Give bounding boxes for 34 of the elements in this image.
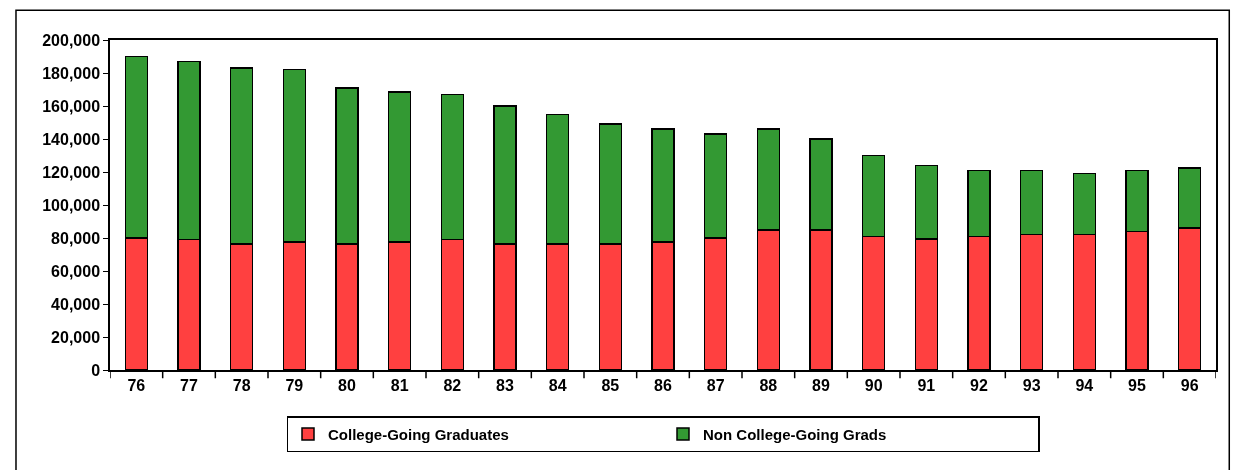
y-tick-label: 40,000 — [51, 295, 101, 313]
x-tick-label: 86 — [654, 376, 672, 394]
x-tick-label: 91 — [917, 376, 936, 394]
y-tick-label: 120,000 — [42, 163, 101, 181]
y-tick-label: 160,000 — [42, 97, 101, 115]
x-tick-label: 88 — [759, 376, 778, 394]
x-tick-label: 96 — [1180, 376, 1199, 394]
y-tick-label: 0 — [91, 361, 101, 379]
x-tick-label: 80 — [338, 376, 356, 394]
x-tick-label: 87 — [706, 376, 725, 394]
y-tick-label: 80,000 — [51, 229, 101, 247]
y-tick-label: 180,000 — [42, 64, 101, 82]
x-tick-label: 94 — [1075, 376, 1094, 394]
y-tick-label: 100,000 — [42, 196, 101, 214]
x-tick-label: 83 — [496, 376, 514, 394]
y-tick-label: 60,000 — [51, 262, 101, 280]
x-tick-label: 81 — [390, 376, 409, 394]
y-tick-label: 140,000 — [42, 130, 101, 148]
x-tick-label: 82 — [443, 376, 462, 394]
x-tick-label: 76 — [127, 376, 146, 394]
legend-label: Non College-Going Grads — [703, 425, 887, 443]
x-tick-label: 85 — [601, 376, 620, 394]
y-tick-label: 200,000 — [42, 31, 101, 49]
x-tick-label: 84 — [548, 376, 567, 394]
x-tick-label: 95 — [1128, 376, 1146, 394]
x-tick-label: 89 — [812, 376, 830, 394]
x-tick-label: 90 — [864, 376, 883, 394]
x-tick-label: 77 — [180, 376, 198, 394]
legend-label: College-Going Graduates — [328, 425, 509, 443]
x-tick-label: 79 — [285, 376, 304, 394]
y-tick-label: 20,000 — [51, 328, 101, 346]
x-tick-label: 93 — [1022, 376, 1041, 394]
x-tick-label: 78 — [232, 376, 251, 394]
x-tick-label: 92 — [970, 376, 988, 394]
